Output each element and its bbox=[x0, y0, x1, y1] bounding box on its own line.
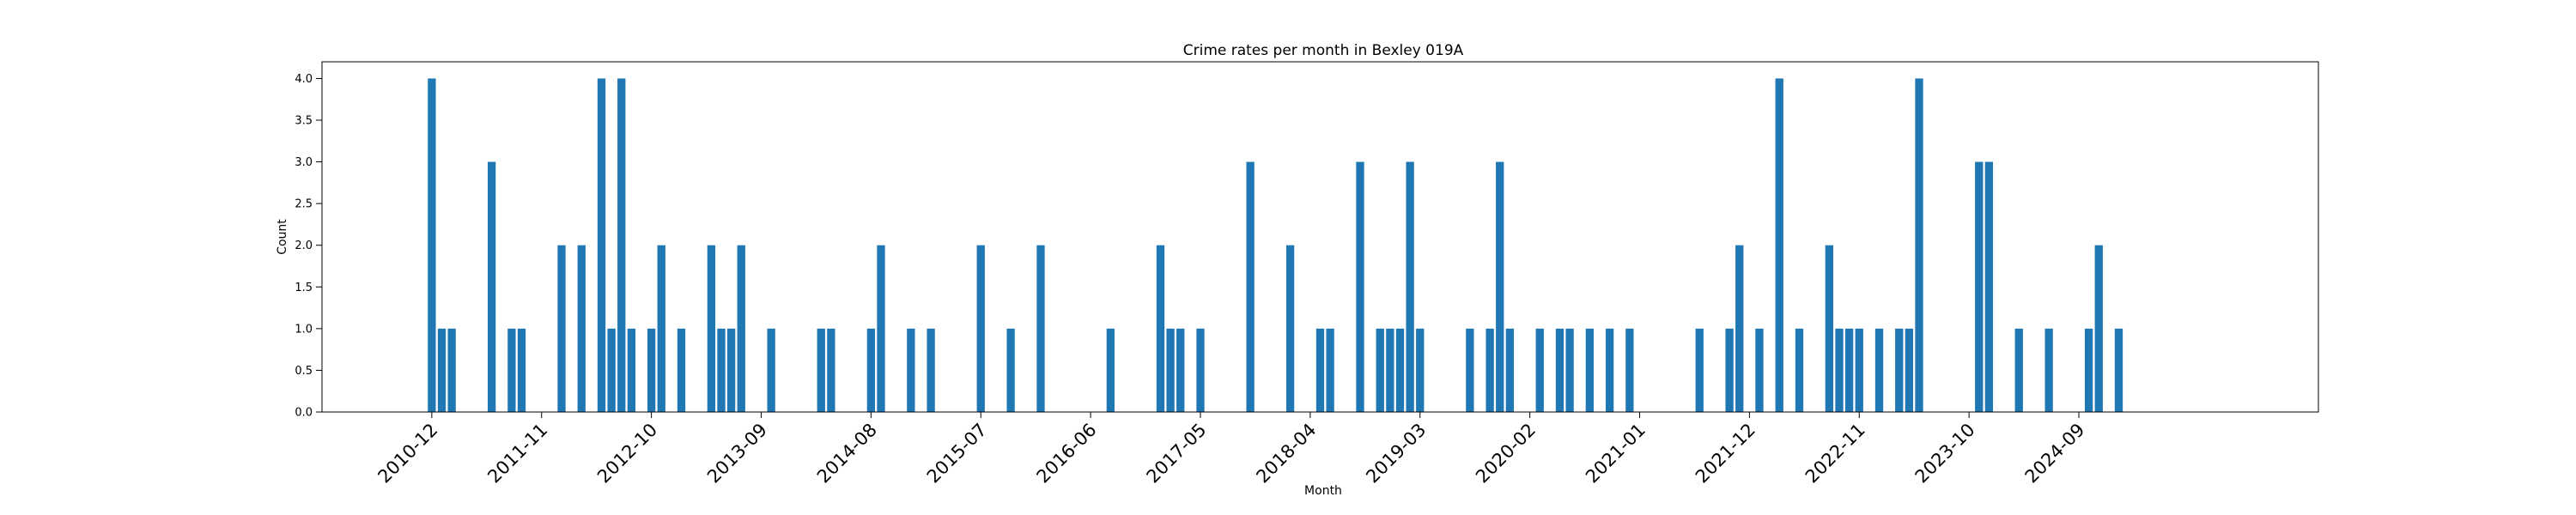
bar bbox=[507, 328, 516, 412]
bar bbox=[726, 328, 736, 412]
bar bbox=[1625, 328, 1634, 412]
bar bbox=[1755, 328, 1764, 412]
bar bbox=[1874, 328, 1884, 412]
y-tick-label: 0.0 bbox=[295, 407, 313, 420]
bar bbox=[1496, 161, 1504, 412]
bar bbox=[927, 328, 935, 412]
bar bbox=[1535, 328, 1544, 412]
bar bbox=[1376, 328, 1384, 412]
bar bbox=[647, 328, 656, 412]
bar bbox=[1775, 78, 1783, 413]
bar bbox=[1386, 328, 1394, 412]
bar bbox=[677, 328, 686, 412]
bar bbox=[907, 328, 915, 412]
bar bbox=[1485, 328, 1494, 412]
bar bbox=[717, 328, 726, 412]
y-tick-label: 1.5 bbox=[295, 282, 313, 294]
bar bbox=[817, 328, 825, 412]
bar bbox=[2014, 328, 2023, 412]
bar bbox=[1984, 161, 1994, 412]
bar bbox=[2094, 245, 2103, 412]
bar bbox=[1416, 328, 1425, 412]
bar bbox=[827, 328, 835, 412]
y-tick-label: 2.5 bbox=[295, 198, 313, 211]
bar bbox=[1825, 245, 1834, 412]
bar bbox=[2044, 328, 2053, 412]
bar bbox=[1356, 161, 1364, 412]
bar bbox=[976, 245, 985, 412]
bar bbox=[1006, 328, 1015, 412]
bar bbox=[1565, 328, 1574, 412]
y-tick-label: 4.0 bbox=[295, 73, 313, 86]
bar bbox=[627, 328, 636, 412]
bar bbox=[1844, 328, 1854, 412]
bar bbox=[617, 78, 626, 413]
bar bbox=[1395, 328, 1405, 412]
y-axis-label: Count bbox=[276, 219, 289, 255]
bar bbox=[707, 245, 716, 412]
y-tick-label: 0.5 bbox=[295, 365, 313, 378]
bar bbox=[557, 245, 566, 412]
bar bbox=[447, 328, 456, 412]
bar bbox=[517, 328, 526, 412]
y-axis: 0.0 0.5 1.0 1.5 2.0 2.5 3.0 3.5 4.0 bbox=[295, 73, 322, 420]
bar bbox=[2084, 328, 2093, 412]
bar bbox=[657, 245, 665, 412]
plot-frame bbox=[321, 61, 2319, 413]
chart-title: Crime rates per month in Bexley 019A bbox=[1183, 42, 1464, 59]
bar bbox=[1555, 328, 1564, 412]
bar bbox=[1036, 245, 1045, 412]
bar bbox=[1915, 78, 1923, 413]
bar bbox=[1326, 328, 1334, 412]
bar bbox=[1176, 328, 1185, 412]
bar bbox=[1855, 328, 1863, 412]
bar bbox=[1975, 161, 1984, 412]
bar bbox=[1735, 245, 1744, 412]
bar bbox=[1795, 328, 1804, 412]
bar bbox=[1166, 328, 1175, 412]
bar bbox=[1106, 328, 1115, 412]
y-tick-label: 3.5 bbox=[295, 115, 313, 128]
bar bbox=[1246, 161, 1255, 412]
y-tick-label: 2.0 bbox=[295, 239, 313, 252]
bar bbox=[737, 245, 745, 412]
bar bbox=[1725, 328, 1734, 412]
bar bbox=[1196, 328, 1205, 412]
bar bbox=[597, 78, 606, 413]
bar bbox=[1895, 328, 1904, 412]
bars-group bbox=[428, 78, 2123, 413]
bar bbox=[767, 328, 775, 412]
bar bbox=[487, 161, 496, 412]
bar bbox=[1466, 328, 1474, 412]
bar bbox=[1605, 328, 1614, 412]
y-tick-label: 3.0 bbox=[295, 156, 313, 169]
bar bbox=[1315, 328, 1325, 412]
bar bbox=[1406, 161, 1414, 412]
bar bbox=[577, 245, 586, 412]
bar bbox=[1695, 328, 1704, 412]
bar bbox=[437, 328, 447, 412]
bar bbox=[866, 328, 876, 412]
bar bbox=[1285, 245, 1295, 412]
bar bbox=[1585, 328, 1595, 412]
bar bbox=[1835, 328, 1844, 412]
bar bbox=[1505, 328, 1515, 412]
bar bbox=[607, 328, 616, 412]
bar bbox=[2114, 328, 2123, 412]
bar bbox=[1905, 328, 1914, 412]
y-tick-label: 1.0 bbox=[295, 323, 313, 336]
bar bbox=[428, 78, 436, 413]
bar bbox=[1156, 245, 1165, 412]
bar bbox=[877, 245, 885, 412]
x-axis-label: Month bbox=[1304, 484, 1342, 498]
